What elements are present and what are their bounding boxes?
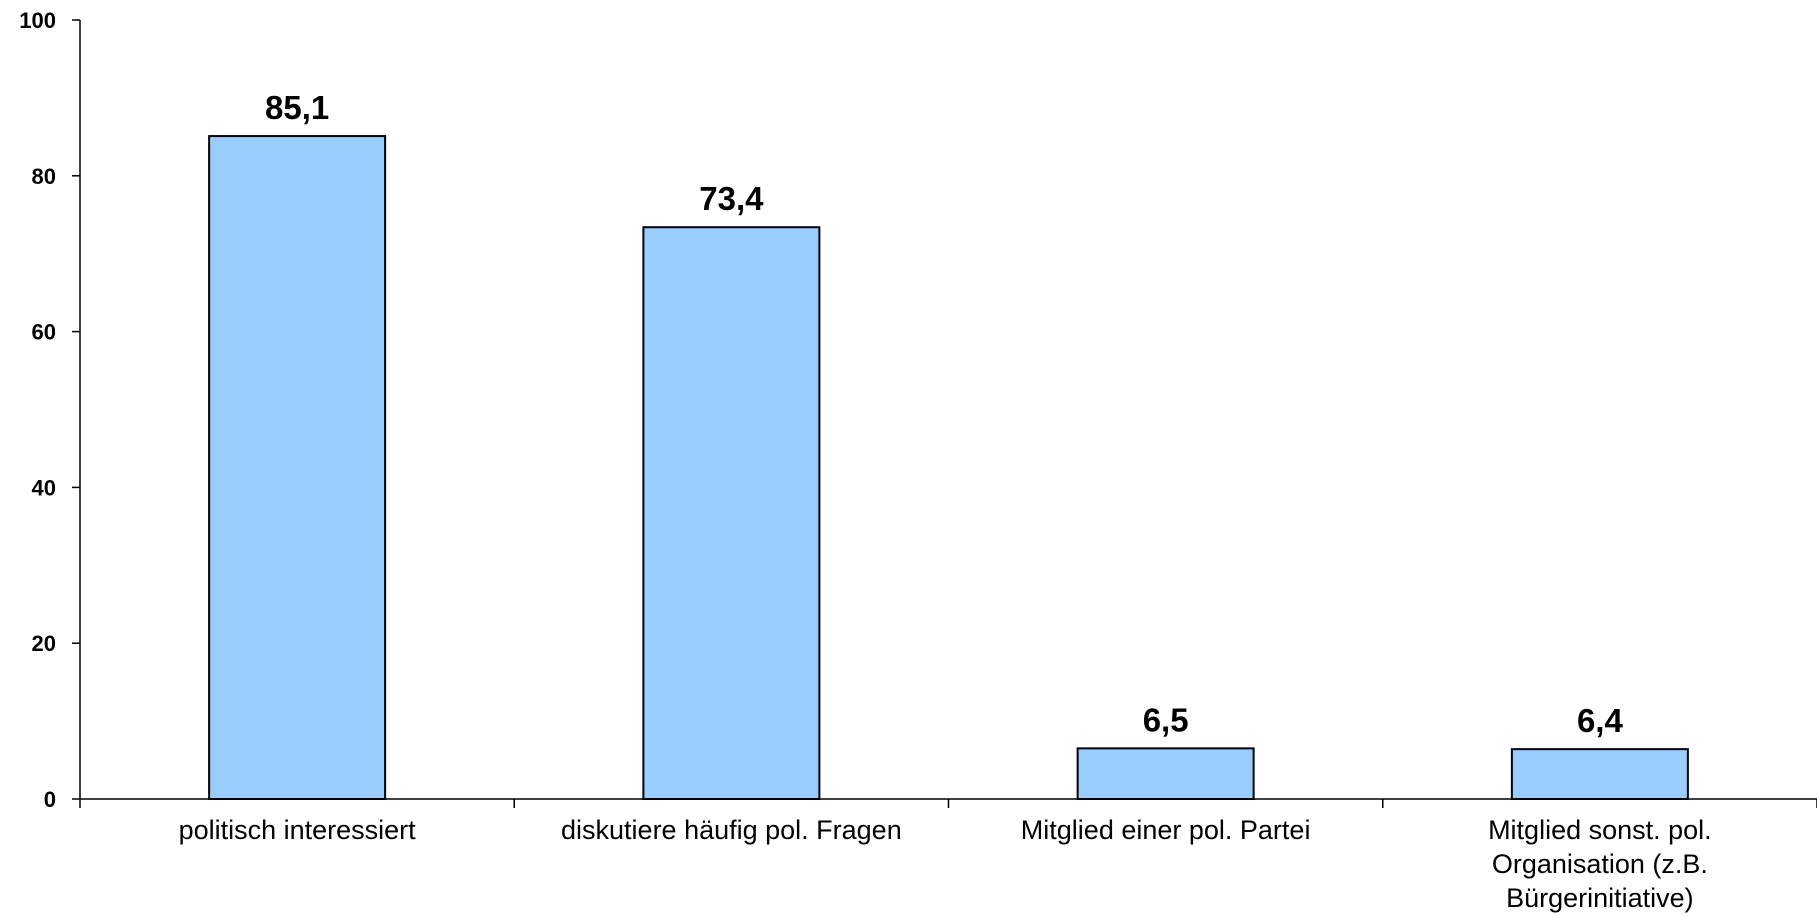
y-tick-label: 60: [32, 320, 56, 345]
x-category-label: Mitglied sonst. pol. Organisation (z.B. …: [1488, 815, 1712, 913]
y-tick-label: 80: [32, 164, 56, 189]
y-tick-label: 40: [32, 475, 56, 500]
y-tick-label: 20: [32, 631, 56, 656]
bar: [208, 135, 387, 801]
x-category-label: politisch interessiert: [178, 815, 416, 845]
data-label: 73,4: [699, 180, 764, 217]
bar: [642, 226, 821, 801]
y-tick-label: 100: [19, 8, 56, 33]
bar: [1076, 747, 1255, 800]
bar: [1510, 748, 1689, 800]
data-label: 6,4: [1577, 702, 1624, 739]
data-label: 6,5: [1143, 701, 1189, 738]
x-category-label: diskutiere häufig pol. Fragen: [561, 815, 902, 845]
y-tick-label: 0: [44, 787, 56, 812]
x-category-label: Mitglied einer pol. Partei: [1020, 815, 1311, 845]
data-label: 85,1: [265, 89, 329, 126]
